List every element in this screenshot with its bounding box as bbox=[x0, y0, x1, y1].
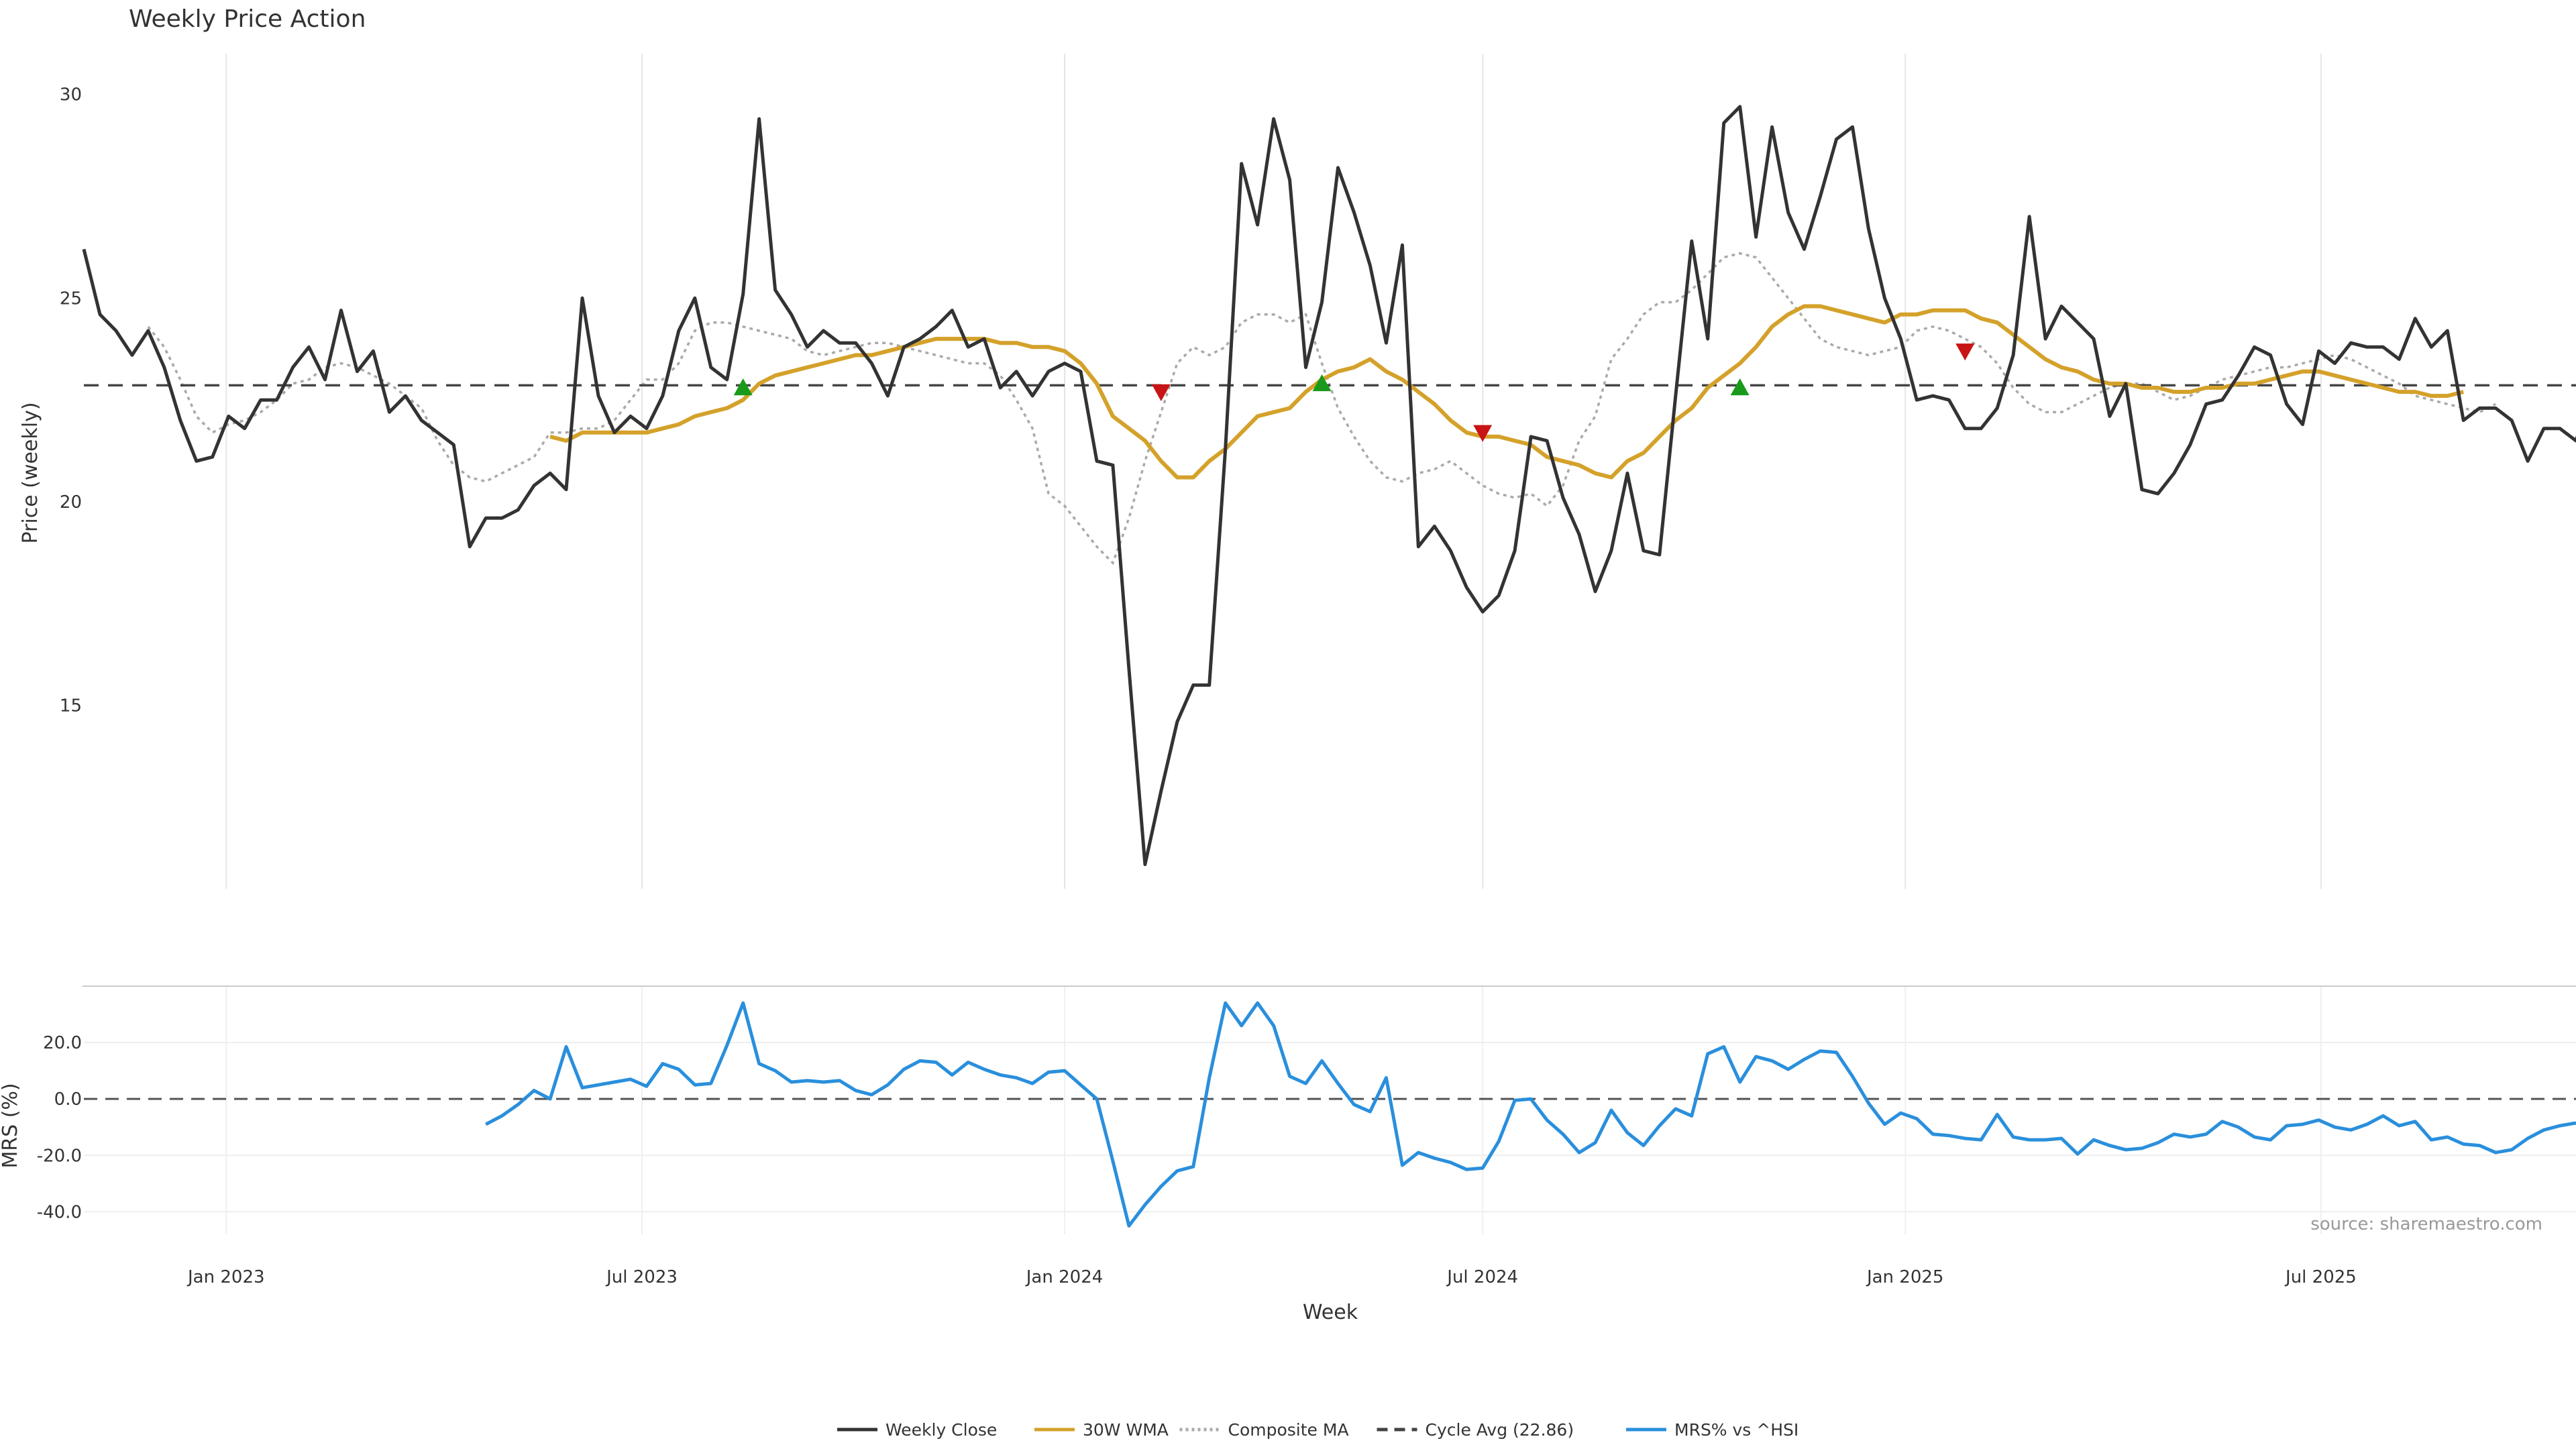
price-y-tick-labels: 15 20 25 30 bbox=[60, 85, 82, 716]
mrs-y-tick-label: 20.0 bbox=[43, 1033, 82, 1053]
price-y-axis-label: Price (weekly) bbox=[19, 402, 42, 543]
legend-item: MRS% vs ^HSI bbox=[1626, 1420, 1799, 1440]
mrs-line bbox=[485, 1001, 2576, 1228]
mrs-y-tick-label: 0.0 bbox=[54, 1089, 82, 1110]
price-grid bbox=[225, 54, 2322, 889]
price-series bbox=[82, 105, 2576, 867]
weekly-close-line bbox=[82, 105, 2576, 867]
mrs-y-axis-label: MRS (%) bbox=[0, 1083, 22, 1168]
x-tick-label: Jul 2023 bbox=[605, 1267, 678, 1287]
price-y-tick-label: 25 bbox=[60, 288, 82, 309]
mrs-series bbox=[84, 1001, 2576, 1228]
legend: Weekly Close 30W WMA Composite MA Cycle Avg… bbox=[837, 1420, 1799, 1440]
buy-signal-marker bbox=[733, 378, 753, 396]
legend-label: MRS% vs ^HSI bbox=[1674, 1420, 1799, 1440]
legend-label: Weekly Close bbox=[885, 1420, 997, 1440]
legend-item: Composite MA bbox=[1179, 1420, 1349, 1440]
legend-label: Composite MA bbox=[1228, 1420, 1349, 1440]
source-annotation: source: sharemaestro.com bbox=[2310, 1214, 2542, 1234]
x-axis-label: Week bbox=[1303, 1301, 1358, 1324]
buy-signal-marker bbox=[1730, 378, 1750, 396]
sell-signal-marker bbox=[1473, 425, 1493, 442]
legend-item: Cycle Avg (22.86) bbox=[1377, 1420, 1574, 1440]
mrs-y-tick-labels: 20.0 0.0 -20.0 -40.0 bbox=[37, 1033, 82, 1222]
signal-markers bbox=[733, 343, 1975, 442]
mrs-y-tick-label: -40.0 bbox=[37, 1202, 82, 1222]
sell-signal-marker bbox=[1955, 343, 1975, 361]
price-y-tick-label: 30 bbox=[60, 85, 82, 105]
x-tick-label: Jan 2025 bbox=[1866, 1267, 1944, 1287]
composite-ma-line bbox=[147, 252, 2496, 566]
x-tick-label: Jan 2024 bbox=[1025, 1267, 1104, 1287]
mrs-y-tick-label: -20.0 bbox=[37, 1146, 82, 1166]
buy-signal-marker bbox=[1312, 374, 1332, 392]
x-tick-labels: Jan 2023 Jul 2023 Jan 2024 Jul 2024 Jan 2025… bbox=[186, 1267, 2357, 1287]
price-y-tick-label: 20 bbox=[60, 492, 82, 513]
legend-item: 30W WMA bbox=[1034, 1420, 1169, 1440]
chart-title: Weekly Price Action bbox=[129, 5, 366, 33]
legend-label: Cycle Avg (22.86) bbox=[1426, 1420, 1574, 1440]
x-tick-label: Jan 2023 bbox=[186, 1267, 265, 1287]
mrs-grid bbox=[84, 986, 2576, 1234]
x-tick-label: Jul 2024 bbox=[1446, 1267, 1518, 1287]
legend-item: Weekly Close bbox=[837, 1420, 997, 1440]
wma-30w-line bbox=[549, 304, 2464, 480]
legend-label: 30W WMA bbox=[1083, 1420, 1169, 1440]
x-tick-label: Jul 2025 bbox=[2284, 1267, 2357, 1287]
price-y-tick-label: 15 bbox=[60, 696, 82, 716]
sell-signal-marker bbox=[1151, 384, 1171, 402]
